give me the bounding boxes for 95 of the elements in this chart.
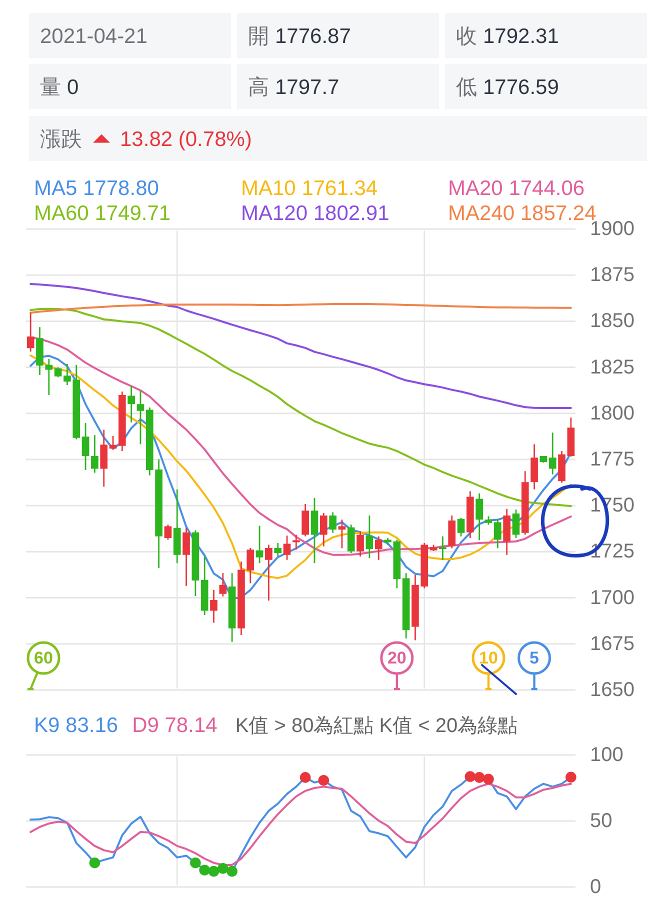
text: K9 83.16	[34, 714, 118, 737]
y-tick-label: 1775	[590, 448, 634, 470]
text: 1797.7	[275, 76, 340, 99]
point	[190, 857, 201, 868]
candlestick	[219, 573, 227, 597]
candlestick	[228, 573, 236, 642]
candlestick	[476, 493, 483, 540]
y-tick-label: 1875	[590, 264, 634, 286]
candlestick	[402, 573, 410, 639]
text: 量	[40, 76, 61, 99]
text: 0	[67, 76, 79, 99]
text: MA120 1802.91	[241, 202, 390, 225]
y-tick-label: 100	[590, 744, 624, 766]
candlestick	[182, 528, 190, 586]
y-tick-label: 50	[590, 810, 612, 832]
point	[300, 772, 311, 783]
candlestick	[192, 530, 200, 596]
y-tick-label: 1650	[590, 679, 634, 701]
annotation: 10	[479, 648, 498, 668]
candlestick	[548, 432, 556, 474]
y-tick-label: 1725	[590, 540, 634, 563]
candlestick	[484, 516, 492, 525]
candlestick	[54, 367, 62, 378]
text: K值 > 80為紅點 K值 < 20為綠點	[235, 715, 518, 737]
text: 高	[248, 76, 269, 99]
point	[464, 771, 476, 782]
candlestick	[347, 524, 355, 553]
candlestick	[540, 456, 548, 463]
candlestick	[320, 512, 328, 546]
candlestick	[457, 518, 465, 536]
text: MA20 1744.06	[448, 177, 585, 200]
text: MA60 1749.71	[34, 202, 171, 225]
candlestick	[329, 512, 336, 533]
candlestick	[512, 509, 520, 538]
candlestick	[292, 534, 300, 550]
candlestick	[558, 451, 566, 483]
text: 1776.59	[483, 76, 559, 99]
candlestick	[366, 516, 374, 558]
candlestick	[466, 491, 474, 538]
point	[89, 857, 100, 868]
line-series	[30, 303, 572, 314]
candlestick	[82, 423, 90, 470]
text: 13.82 (0.78%)	[120, 128, 252, 151]
candlestick	[302, 504, 309, 536]
text: 開	[248, 25, 269, 48]
candlestick	[448, 516, 456, 548]
point	[218, 862, 228, 874]
candlestick	[26, 312, 34, 352]
y-tick-label: 0	[590, 876, 602, 898]
y-tick-label: 1675	[590, 632, 634, 655]
candlestick	[356, 531, 364, 556]
candlestick	[173, 489, 181, 564]
candlestick	[210, 590, 218, 623]
point	[483, 774, 494, 785]
point	[208, 866, 220, 877]
candlestick	[274, 543, 282, 556]
candlestick	[439, 536, 446, 560]
text: 1792.31	[483, 25, 559, 48]
y-tick-label: 1700	[590, 586, 634, 609]
point	[318, 774, 330, 786]
candlestick	[283, 536, 291, 560]
candlestick	[567, 418, 575, 457]
y-tick-label: 1800	[590, 402, 634, 424]
candlestick	[374, 536, 382, 560]
line-series	[30, 308, 572, 508]
text: 低	[456, 76, 477, 99]
candlestick	[91, 435, 98, 473]
text: 2021-04-21	[40, 25, 148, 48]
point	[199, 864, 210, 876]
line-series	[30, 282, 572, 410]
candlestick	[494, 518, 502, 548]
candlestick	[265, 544, 272, 601]
candlestick	[164, 524, 172, 540]
candlestick	[430, 544, 438, 551]
point	[226, 866, 238, 877]
candlestick	[200, 556, 208, 615]
point	[474, 772, 485, 783]
text: D9 78.14	[132, 714, 218, 737]
candlestick	[118, 392, 126, 452]
point	[566, 772, 576, 783]
candlestick	[521, 471, 529, 535]
candlestick	[530, 444, 538, 490]
text: MA5 1778.80	[34, 177, 159, 200]
candlestick	[128, 386, 135, 422]
y-tick-label: 1825	[590, 356, 634, 378]
candlestick	[100, 430, 108, 487]
candlestick	[503, 508, 510, 555]
text: MA10 1761.34	[241, 177, 378, 200]
text: 1776.87	[275, 25, 351, 48]
annotation: 60	[34, 648, 53, 668]
annotation: 20	[387, 648, 406, 668]
annotation: 5	[530, 648, 540, 668]
y-tick-label: 1850	[590, 310, 634, 332]
text: 漲跌	[40, 128, 82, 151]
text: 收	[456, 25, 477, 48]
